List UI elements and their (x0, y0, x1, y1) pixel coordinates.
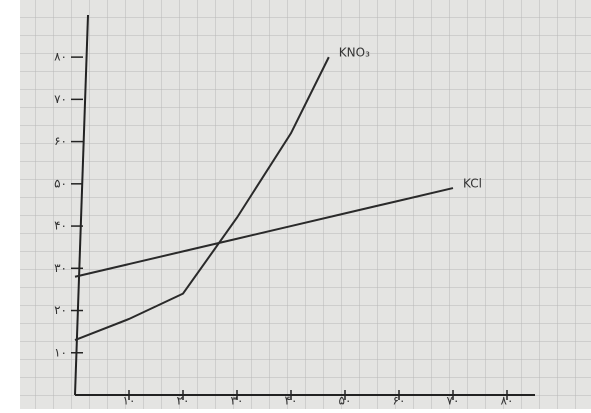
y-axis (74, 14, 89, 396)
series-label: KCl (463, 177, 482, 191)
x-tick-label: ۶۰ (393, 394, 406, 408)
x-tick-label: ۲۰ (177, 394, 190, 408)
y-tick-label: ۲۰ (54, 303, 67, 317)
x-tick-label: ۵۰ (339, 394, 352, 408)
x-tick-label: ۳۰ (231, 394, 244, 408)
x-tick-label: ۸۰ (501, 394, 514, 408)
x-tick-label: ۴۰ (285, 394, 298, 408)
y-tick-label: ۴۰ (54, 219, 67, 233)
y-tick-label: ۷۰ (54, 92, 67, 106)
y-tick-label: ۶۰ (54, 134, 67, 148)
x-tick-label: ۷۰ (447, 394, 460, 408)
series-line (74, 56, 330, 342)
y-tick-label: ۸۰ (54, 50, 67, 64)
x-tick-label: ۱۰ (123, 394, 136, 408)
series-line (74, 187, 454, 278)
series-label: KNO₃ (339, 46, 370, 60)
y-tick-label: ۳۰ (54, 261, 67, 275)
y-tick-label: ۱۰ (54, 345, 67, 359)
y-tick-label: ۵۰ (54, 176, 67, 190)
graph-paper (20, 0, 591, 409)
